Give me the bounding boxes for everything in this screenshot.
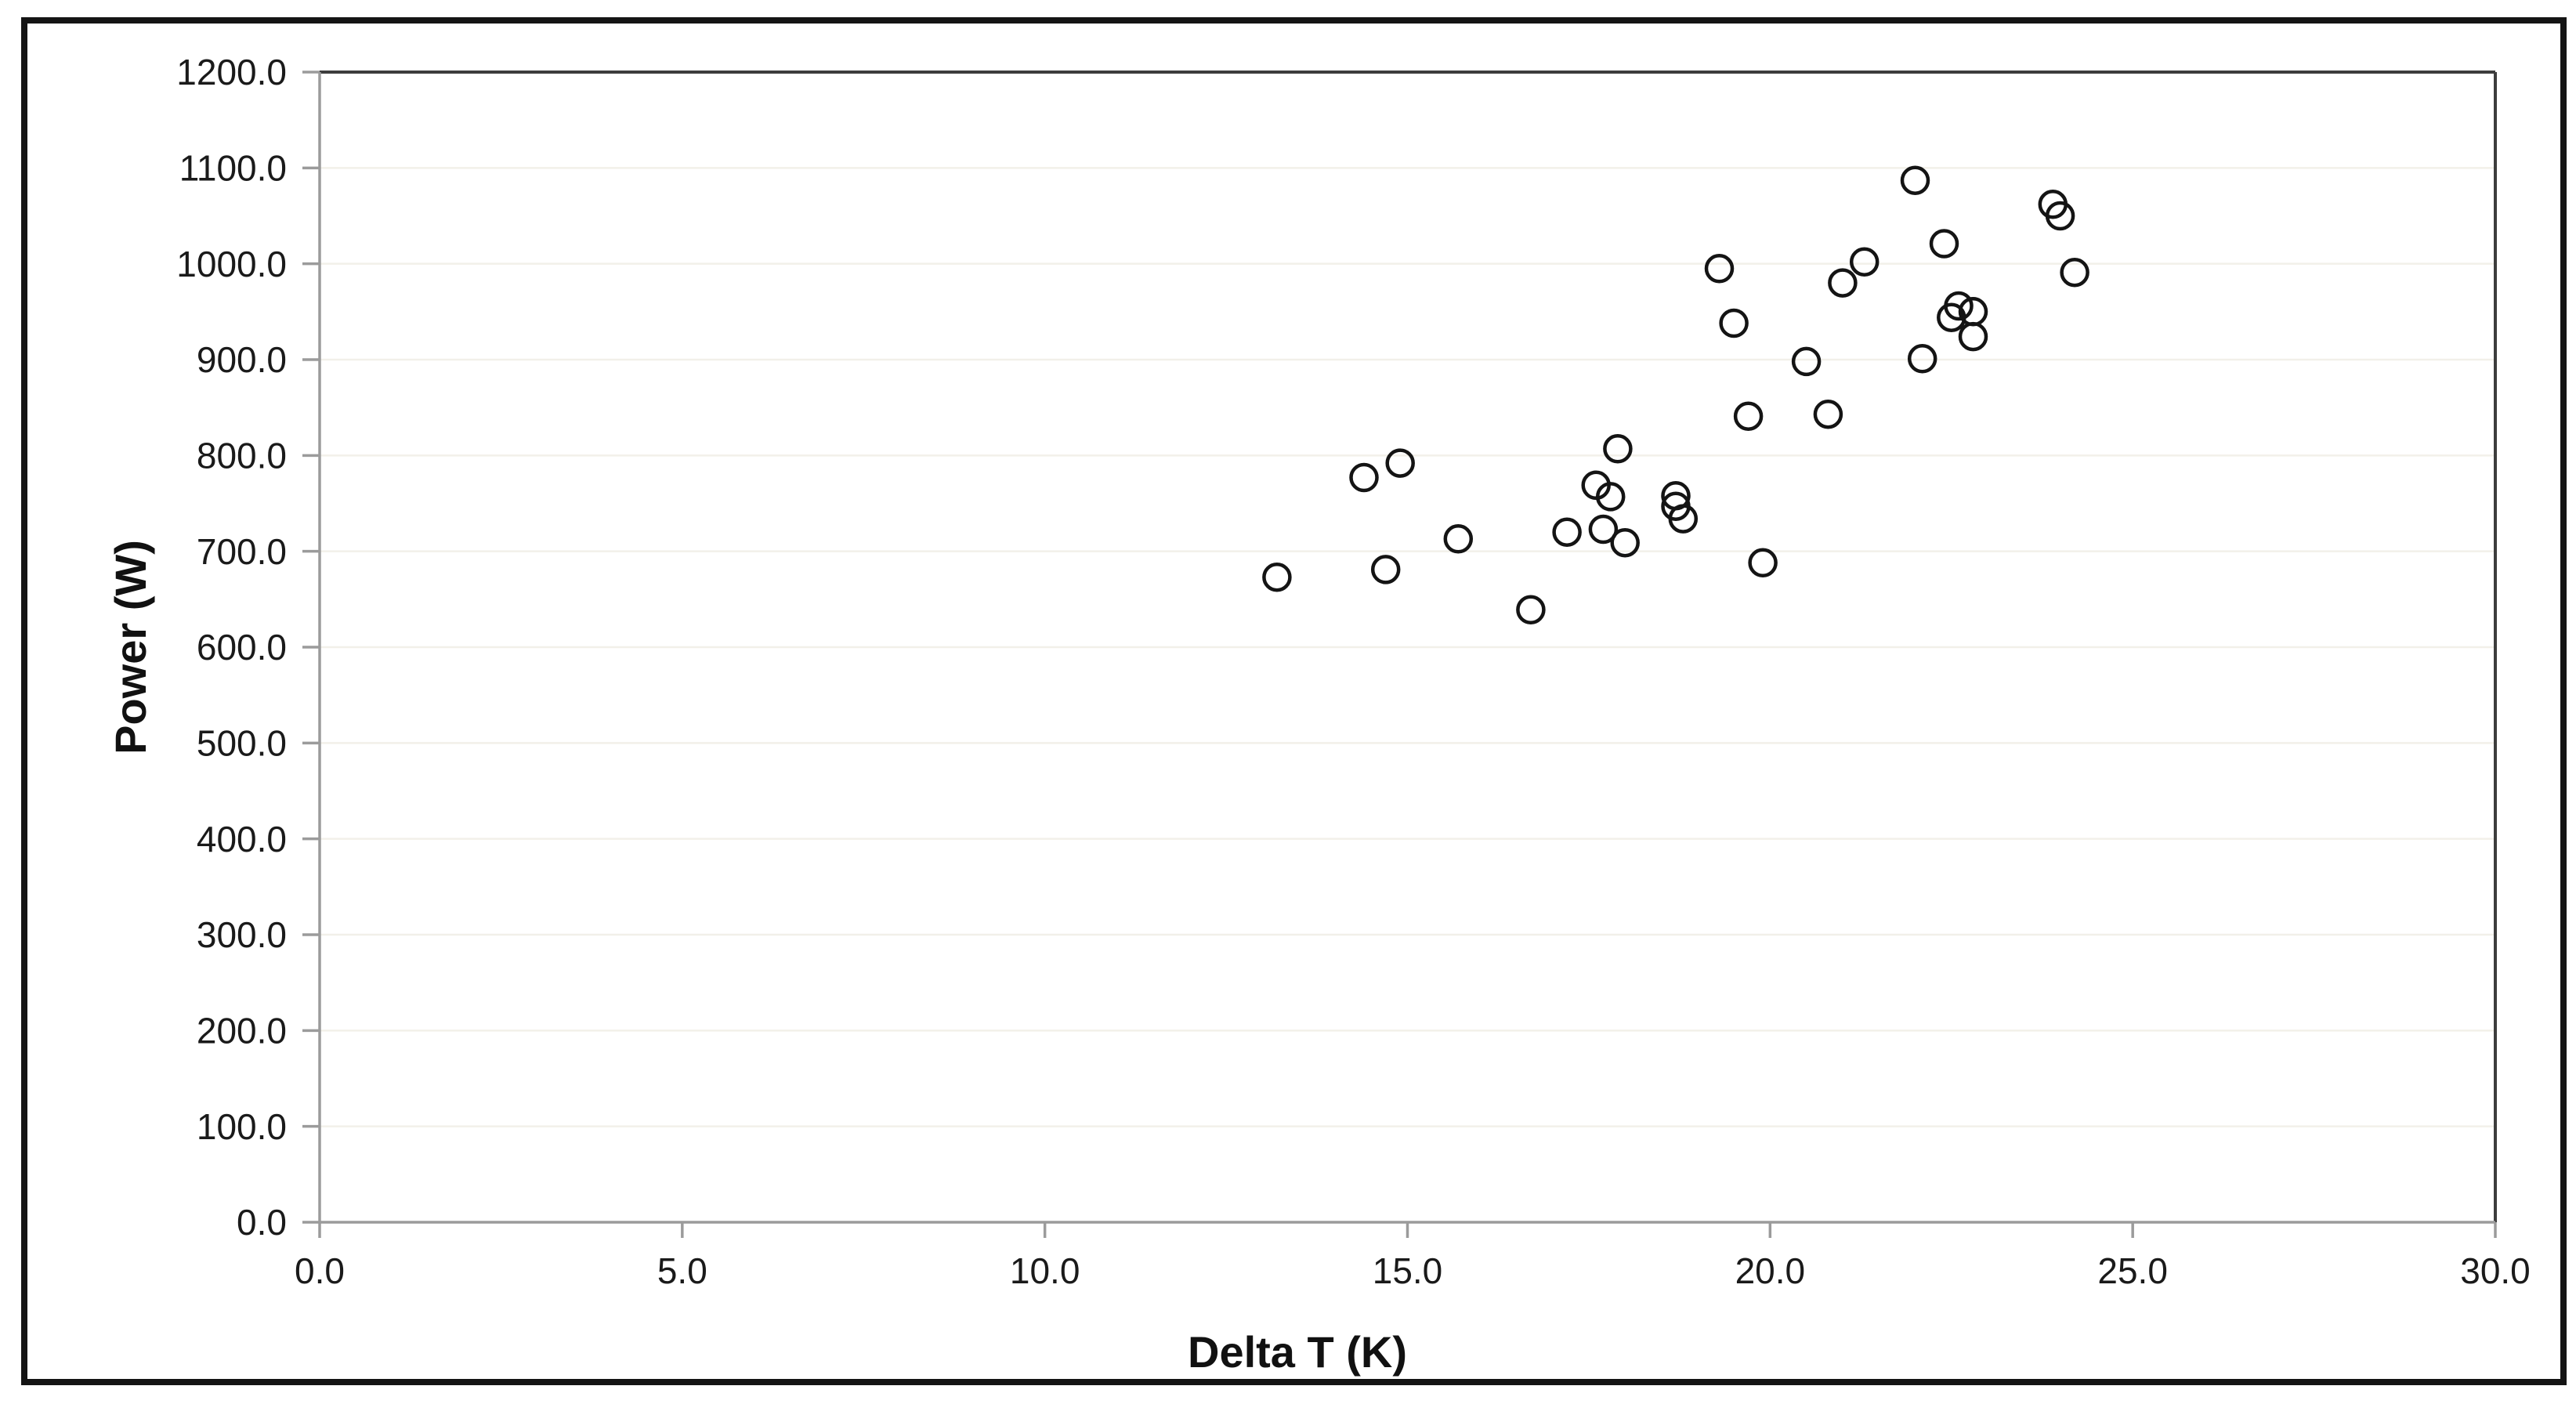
scatter-point <box>1349 462 1379 493</box>
scatter-point <box>1603 434 1633 464</box>
y-tick-label: 900.0 <box>197 339 287 380</box>
scatter-point <box>1552 517 1582 547</box>
scatter-point <box>1813 399 1843 429</box>
y-tick-label: 200.0 <box>197 1010 287 1051</box>
tick-marks-group <box>302 71 2497 1238</box>
x-tick-label: 0.0 <box>295 1250 345 1291</box>
y-tick-label: 700.0 <box>197 531 287 572</box>
chart-outer-frame <box>21 17 2567 1385</box>
y-tick-label: 400.0 <box>197 819 287 859</box>
scatter-point <box>1944 291 1974 321</box>
scatter-point <box>1748 548 1778 578</box>
scatter-point <box>1733 401 1764 431</box>
scatter-point <box>1907 344 1937 374</box>
scatter-point <box>2045 201 2075 231</box>
scatter-point <box>1828 268 1858 298</box>
y-tick-label: 600.0 <box>197 627 287 668</box>
x-axis-title: Delta T (K) <box>1188 1327 1407 1377</box>
scatter-point <box>1668 504 1699 534</box>
plot-border-group <box>320 71 2497 1222</box>
x-tick-label: 5.0 <box>657 1250 707 1291</box>
y-tick-label: 1100.0 <box>179 147 287 188</box>
y-axis-title: Power (W) <box>106 540 155 754</box>
y-tick-label: 100.0 <box>197 1106 287 1147</box>
scatter-point <box>1262 562 1292 592</box>
scatter-point <box>1595 482 1626 512</box>
scatter-point <box>1958 321 1988 352</box>
y-tick-label: 500.0 <box>197 722 287 763</box>
scatter-point <box>1704 254 1735 284</box>
scatter-point <box>1929 229 1959 259</box>
x-tick-label: 15.0 <box>1373 1250 1443 1291</box>
scatter-point <box>1516 595 1546 625</box>
scatter-point <box>1443 524 1474 554</box>
x-tick-label: 30.0 <box>2460 1250 2531 1291</box>
x-tick-label: 20.0 <box>1735 1250 1806 1291</box>
scatter-point <box>1385 448 1415 478</box>
y-tick-label: 300.0 <box>197 914 287 955</box>
scatter-point <box>1791 346 1822 377</box>
scatter-point <box>1719 308 1749 338</box>
scatter-point <box>1370 555 1401 584</box>
gridlines-group <box>320 167 2495 1127</box>
x-tick-label: 10.0 <box>1010 1250 1080 1291</box>
y-tick-label: 1200.0 <box>176 52 287 92</box>
y-tick-label: 800.0 <box>197 435 287 476</box>
tick-labels-group: 0.0 100.0 200.0 300.0 400.0 500.0 600.0 700.0 80… <box>176 52 2530 1291</box>
y-tick-label: 0.0 <box>237 1202 287 1243</box>
scatter-point <box>1849 247 1880 277</box>
scatter-point <box>1900 165 1930 195</box>
y-tick-label: 1000.0 <box>176 244 287 284</box>
data-points-group <box>1262 165 2089 625</box>
scatter-point <box>2060 257 2089 288</box>
scatter-point <box>1588 514 1619 545</box>
scatter-point <box>1610 527 1640 558</box>
x-tick-label: 25.0 <box>2097 1250 2168 1291</box>
